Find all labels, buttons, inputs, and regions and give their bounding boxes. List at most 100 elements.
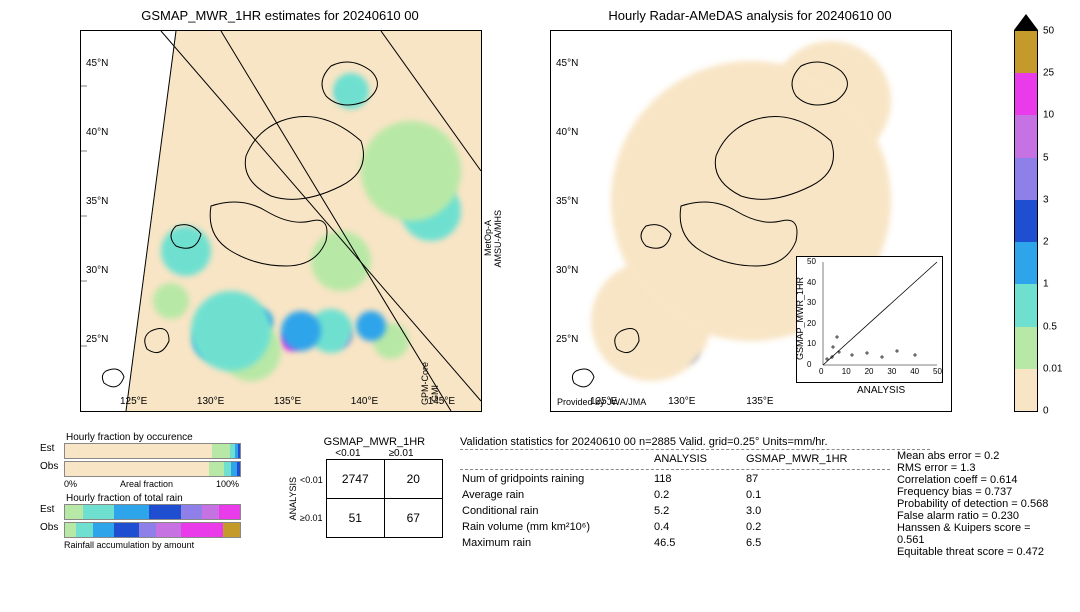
colorbar-tick: 50 <box>1043 26 1054 37</box>
stat-gsmap: 6.5 <box>746 536 771 550</box>
y-tick-label: 35°N <box>556 196 578 207</box>
areal-fraction-label: Areal fraction <box>120 479 173 489</box>
est-label: Est <box>40 443 54 454</box>
colorbar-tick: 25 <box>1043 68 1054 79</box>
stat-name: Rain volume (mm km²10⁶) <box>462 520 652 534</box>
stat-analysis: 5.2 <box>654 504 744 518</box>
contingency-col-title: GSMAP_MWR_1HR <box>306 436 443 448</box>
stat-analysis: 118 <box>654 472 744 486</box>
bar-segment <box>219 505 240 519</box>
stat-gsmap: 0.1 <box>746 488 771 502</box>
y-tick-label: 25°N <box>556 334 578 345</box>
bar-segment <box>238 444 240 458</box>
y-tick-label: 35°N <box>86 196 108 207</box>
x-tick-label: 130°E <box>197 396 224 407</box>
x-tick-label: 125°E <box>120 396 147 407</box>
sat-label-1: MetOp-A <box>483 220 493 256</box>
stat-name: Average rain <box>462 488 652 502</box>
bar-segment <box>223 523 241 537</box>
x-tick-label: 125°E <box>590 396 617 407</box>
bar-segment <box>65 523 76 537</box>
y-tick-label: 30°N <box>556 265 578 276</box>
colorbar-tick: 10 <box>1043 110 1054 121</box>
left-map-panel <box>80 30 482 412</box>
colorbar-arrow-icon <box>1014 14 1038 30</box>
x-tick-label: 140°E <box>351 396 378 407</box>
bar-segment <box>237 462 241 476</box>
x0-label: 0% <box>64 479 77 489</box>
metric-row: Hanssen & Kuipers score = 0.561 <box>897 522 1060 546</box>
obs-label: Obs <box>40 461 58 472</box>
y-tick-label: 25°N <box>86 334 108 345</box>
colorbar-tick: 3 <box>1043 194 1049 205</box>
x-tick-label: 145°E <box>428 396 455 407</box>
scatter-x-tick: 30 <box>887 367 896 376</box>
y-tick-label: 30°N <box>86 265 108 276</box>
right-map-title: Hourly Radar-AMeDAS analysis for 2024061… <box>550 8 950 23</box>
metric-row: False alarm ratio = 0.230 <box>897 510 1060 522</box>
scatter-ylabel: GSMAP_MWR_1HR <box>795 277 805 360</box>
stat-analysis: 46.5 <box>654 536 744 550</box>
scatter-y-tick: 40 <box>807 278 816 287</box>
occurrence-title: Hourly fraction by occurence <box>66 432 242 443</box>
stat-gsmap: 3.0 <box>746 504 771 518</box>
bar-segment <box>65 444 212 458</box>
bar-segment <box>65 505 83 519</box>
scatter-y-tick: 10 <box>807 339 816 348</box>
contingency-block: GSMAP_MWR_1HR <0.01 ≥0.01 ANALYSIS <0.01… <box>288 436 443 538</box>
cont-row-0: <0.01 <box>300 475 323 485</box>
bar-segment <box>212 444 230 458</box>
y-tick-label: 40°N <box>556 127 578 138</box>
scatter-x-tick: 50 <box>933 367 942 376</box>
y-tick-label: 45°N <box>556 58 578 69</box>
colorbar-tick: 1 <box>1043 279 1049 290</box>
bar-segment <box>181 505 202 519</box>
cont-col-1: ≥0.01 <box>389 448 414 459</box>
x-tick-label: 135°E <box>746 396 773 407</box>
bar-segment <box>209 462 225 476</box>
metric-row: RMS error = 1.3 <box>897 462 1060 474</box>
right-map-panel: Provided by JWA/JMA ANALYSIS <box>550 30 952 412</box>
scatter-x-tick: 40 <box>910 367 919 376</box>
stat-gsmap: 0.2 <box>746 520 771 534</box>
cont-cell-10: 51 <box>326 499 384 538</box>
bar-segment <box>76 523 94 537</box>
scatter-y-tick: 50 <box>807 257 816 266</box>
colorbar-tick: 0.01 <box>1043 363 1062 374</box>
metric-row: Probability of detection = 0.568 <box>897 498 1060 510</box>
stats-col-analysis: ANALYSIS <box>654 452 744 466</box>
x-tick-label: 130°E <box>668 396 695 407</box>
obs-label-2: Obs <box>40 522 58 533</box>
est-label-2: Est <box>40 504 54 515</box>
bar-segment <box>139 523 157 537</box>
stat-analysis: 0.4 <box>654 520 744 534</box>
stat-name: Maximum rain <box>462 536 652 550</box>
stats-header: Validation statistics for 20240610 00 n=… <box>460 436 1060 448</box>
colorbar: 50251053210.50.010 <box>1014 30 1038 412</box>
cont-cell-00: 2747 <box>326 460 384 499</box>
bar-segment <box>156 523 181 537</box>
bar-segment <box>224 462 231 476</box>
cont-col-0: <0.01 <box>335 448 360 459</box>
bar-segment <box>83 505 115 519</box>
x-tick-label: 135°E <box>274 396 301 407</box>
sat-label-2: AMSU-A/MHS <box>493 210 503 268</box>
stat-name: Conditional rain <box>462 504 652 518</box>
metric-row: Correlation coeff = 0.614 <box>897 474 1060 486</box>
stats-col-gsmap: GSMAP_MWR_1HR <box>746 452 857 466</box>
x1-label: 100% <box>216 479 239 489</box>
cont-row-1: ≥0.01 <box>300 513 323 523</box>
stat-gsmap: 87 <box>746 472 771 486</box>
total-rain-title: Hourly fraction of total rain <box>66 493 242 504</box>
y-tick-label: 45°N <box>86 58 108 69</box>
stat-analysis: 0.2 <box>654 488 744 502</box>
bar-segment <box>202 505 220 519</box>
cont-cell-11: 67 <box>384 499 442 538</box>
scatter-x-tick: 10 <box>842 367 851 376</box>
bar-segment <box>93 523 114 537</box>
cont-cell-01: 20 <box>384 460 442 499</box>
scatter-x-tick: 20 <box>865 367 874 376</box>
bar-segment <box>149 505 181 519</box>
bar-segment <box>181 523 223 537</box>
scatter-x-tick: 0 <box>819 367 823 376</box>
